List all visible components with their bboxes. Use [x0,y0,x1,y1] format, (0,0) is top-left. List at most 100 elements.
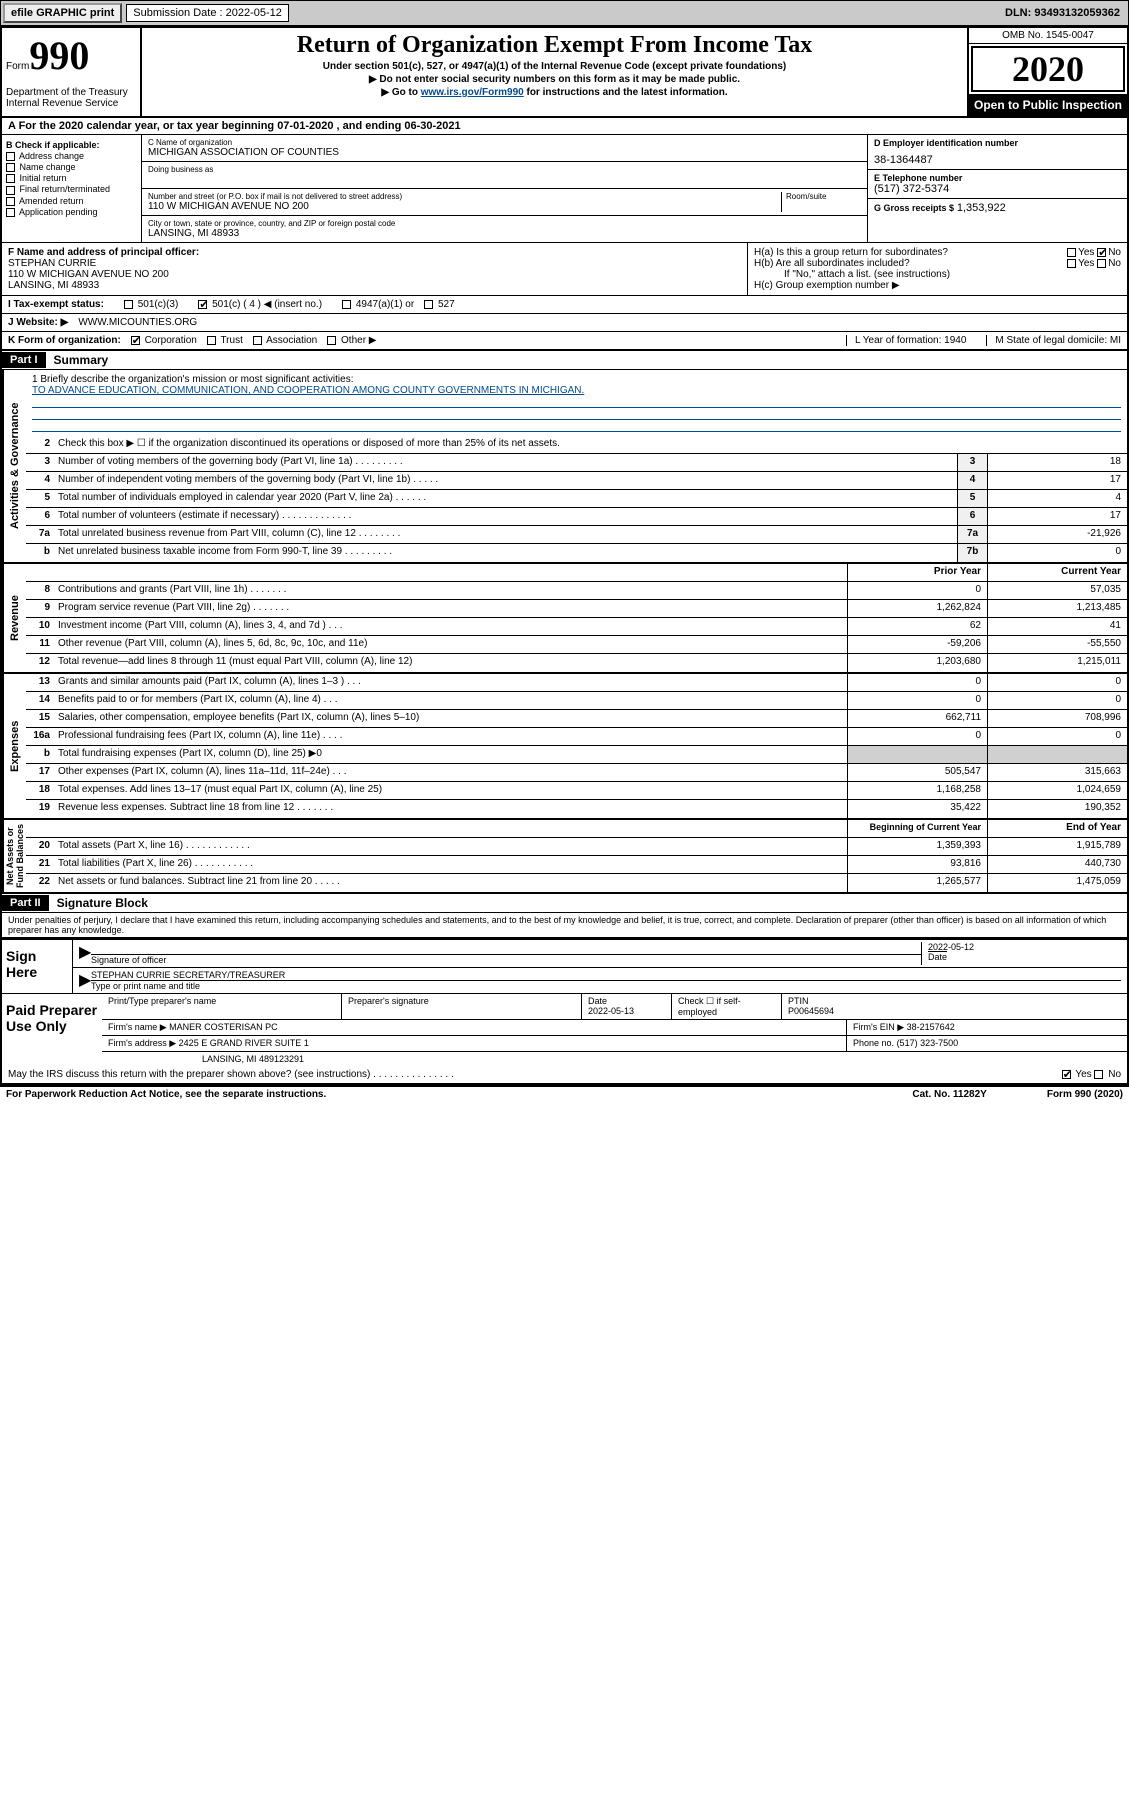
form-header: Form990 Department of the Treasury Inter… [2,28,1127,118]
page-footer: For Paperwork Reduction Act Notice, see … [0,1087,1129,1102]
begin-year-header: Beginning of Current Year [847,820,987,837]
tax-exempt-label: I Tax-exempt status: [8,299,104,310]
part1-header-row: Part I Summary [2,351,1127,370]
line-14: 14Benefits paid to or for members (Part … [26,692,1127,710]
firm-address: 2425 E GRAND RIVER SUITE 1 [179,1038,309,1048]
col-header-row: Prior Year Current Year [26,564,1127,582]
current-year-header: Current Year [987,564,1127,581]
row-i: I Tax-exempt status: 501(c)(3) 501(c) ( … [2,296,1127,314]
top-bar: efile GRAPHIC print Submission Date : 20… [0,0,1129,26]
firm-address-2: LANSING, MI 489123291 [202,1054,304,1064]
row-j: J Website: ▶ WWW.MICOUNTIES.ORG [2,314,1127,332]
public-inspection: Open to Public Inspection [969,94,1127,116]
line-12: 12Total revenue—add lines 8 through 11 (… [26,654,1127,672]
column-b: B Check if applicable: Address change Na… [2,135,142,242]
opt-assoc: Association [253,335,317,346]
part1-title: Summary [46,351,117,369]
line-2: 2Check this box ▶ ☐ if the organization … [26,436,1127,454]
hb-note: If "No," attach a list. (see instruction… [754,269,1121,280]
opt-501c: 501(c) ( 4 ) ◀ (insert no.) [198,299,322,310]
row-k: K Form of organization: Corporation Trus… [2,332,1127,351]
state-domicile: M State of legal domicile: MI [986,335,1121,346]
ein-value: 38-1364487 [874,148,1121,166]
addr-label: Number and street (or P.O. box if mail i… [148,192,781,201]
line-21: 21Total liabilities (Part X, line 26) . … [26,856,1127,874]
mission-text: TO ADVANCE EDUCATION, COMMUNICATION, AND… [32,385,1121,396]
website-label: J Website: ▶ [8,317,68,328]
city-label: City or town, state or province, country… [148,219,861,228]
line-8: 8Contributions and grants (Part VIII, li… [26,582,1127,600]
section-fgh: F Name and address of principal officer:… [2,243,1127,296]
line-6: 6Total number of volunteers (estimate if… [26,508,1127,526]
line-17: 17Other expenses (Part IX, column (A), l… [26,764,1127,782]
line-20: 20Total assets (Part X, line 16) . . . .… [26,838,1127,856]
ptin-value: P00645694 [788,1006,834,1016]
phone-value: (517) 372-5374 [874,183,1121,195]
line-13: 13Grants and similar amounts paid (Part … [26,674,1127,692]
summary-net: Net Assets or Fund Balances Beginning of… [2,818,1127,892]
opt-corp: Corporation [131,335,197,346]
footer-left: For Paperwork Reduction Act Notice, see … [6,1089,326,1100]
instruction-2: ▶ Go to www.irs.gov/Form990 for instruct… [146,87,963,98]
column-f: F Name and address of principal officer:… [2,243,747,295]
discuss-text: May the IRS discuss this return with the… [8,1069,454,1080]
summary-governance: Activities & Governance 1 Briefly descri… [2,370,1127,562]
irs-link[interactable]: www.irs.gov/Form990 [421,87,524,98]
name-title-label: Type or print name and title [91,980,1121,991]
line-18: 18Total expenses. Add lines 13–17 (must … [26,782,1127,800]
ha-label: H(a) Is this a group return for subordin… [754,247,1067,258]
opt-501c3: 501(c)(3) [124,299,178,310]
col-b-header: B Check if applicable: [6,140,100,150]
hb-yes: Yes No [1067,258,1121,269]
efile-button[interactable]: efile GRAPHIC print [3,3,122,23]
sign-here-section: Sign Here ▶ Signature of officer 2022-05… [2,938,1127,993]
line-22: 22Net assets or fund balances. Subtract … [26,874,1127,892]
col-header-row-2: Beginning of Current Year End of Year [26,820,1127,838]
section-bcd: B Check if applicable: Address change Na… [2,135,1127,243]
footer-form: Form 990 (2020) [1047,1089,1123,1100]
side-label-expenses: Expenses [2,674,26,818]
line-b: bNet unrelated business taxable income f… [26,544,1127,562]
part2-title: Signature Block [49,894,156,912]
prep-sig-label: Preparer's signature [348,996,429,1006]
checkbox-application-pending: Application pending [6,207,137,217]
column-h: H(a) Is this a group return for subordin… [747,243,1127,295]
paid-preparer-label: Paid Preparer Use Only [2,994,102,1066]
row-a-tax-year: A For the 2020 calendar year, or tax yea… [2,118,1127,135]
column-c: C Name of organizationMICHIGAN ASSOCIATI… [142,135,867,242]
firm-ein: 38-2157642 [907,1022,955,1032]
org-name: MICHIGAN ASSOCIATION OF COUNTIES [148,147,861,158]
form-990: Form990 Department of the Treasury Inter… [0,26,1129,1087]
dln: DLN: 93493132059362 [1005,7,1126,19]
line-3: 3Number of voting members of the governi… [26,454,1127,472]
room-label: Room/suite [786,192,861,201]
part2-header: Part II [2,895,49,911]
officer-label: F Name and address of principal officer: [8,247,199,258]
part2-header-row: Part II Signature Block [2,892,1127,913]
ein-label: D Employer identification number [874,138,1121,148]
discuss-row: May the IRS discuss this return with the… [2,1066,1127,1085]
line-16a: 16aProfessional fundraising fees (Part I… [26,728,1127,746]
firm-ein-label: Firm's EIN ▶ [853,1022,904,1032]
checkbox-initial-return: Initial return [6,173,137,183]
line-5: 5Total number of individuals employed in… [26,490,1127,508]
tax-year: 2020 [971,46,1125,92]
line-11: 11Other revenue (Part VIII, column (A), … [26,636,1127,654]
self-employed-label: Check ☐ if self-employed [678,996,741,1017]
firm-phone: (517) 323-7500 [897,1038,959,1048]
discuss-answer: Yes No [1062,1069,1121,1080]
department: Department of the Treasury Internal Reve… [6,87,136,109]
sign-arrow-icon-2: ▶ [79,970,91,991]
sign-here-label: Sign Here [2,940,72,993]
opt-4947: 4947(a)(1) or [342,299,414,310]
form-number: 990 [29,33,89,78]
checkbox-address-change: Address change [6,151,137,161]
signature-label: Signature of officer [91,955,166,965]
footer-cat: Cat. No. 11282Y [912,1089,986,1100]
hc-label: H(c) Group exemption number ▶ [754,280,1121,291]
city-state-zip: LANSING, MI 48933 [148,228,861,239]
form-org-label: K Form of organization: [8,335,121,346]
line-10: 10Investment income (Part VIII, column (… [26,618,1127,636]
perjury-statement: Under penalties of perjury, I declare th… [2,913,1127,938]
instr2-pre: ▶ Go to [381,87,420,98]
